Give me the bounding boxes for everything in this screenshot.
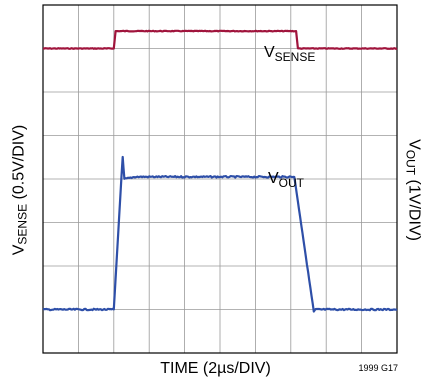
x-axis-label: TIME (2µs/DIV) (160, 360, 271, 377)
traces (42, 29, 398, 313)
figure-id: 1999 G17 (358, 363, 398, 373)
y-axis-label-right: VOUT (1V/DIV) (403, 139, 423, 241)
trace-label-vsense: VSENSE (264, 44, 315, 64)
plot-grid (43, 5, 397, 353)
trace-vsense (43, 29, 398, 50)
trace-vout (42, 155, 398, 313)
trace-label-vout: VOUT (268, 170, 305, 190)
plot-frame (42, 4, 398, 354)
y-axis-label-left: VSENSE (0.5V/DIV) (10, 124, 30, 256)
